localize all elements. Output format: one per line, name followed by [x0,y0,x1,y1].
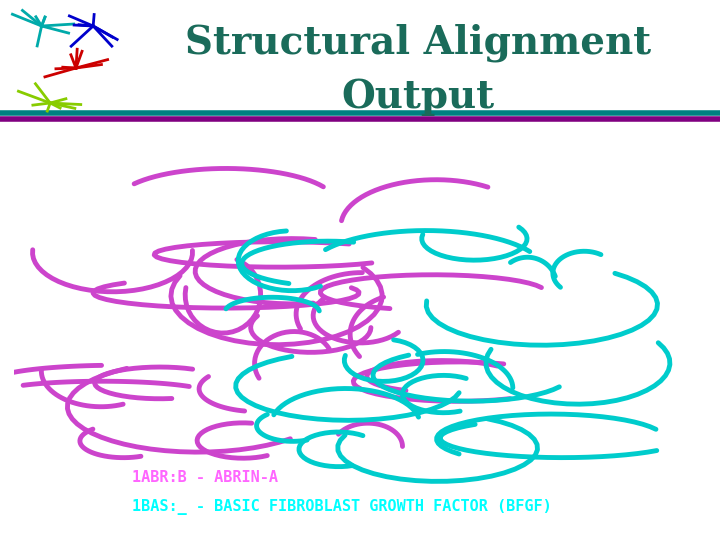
Text: 1BAS:_ - BASIC FIBROBLAST GROWTH FACTOR (BFGF): 1BAS:_ - BASIC FIBROBLAST GROWTH FACTOR … [132,499,552,515]
Text: Structural Alignment: Structural Alignment [184,23,651,62]
Text: Seq. identity = 10% RMSD = 1.9Å: Seq. identity = 10% RMSD = 1.9Å [222,521,505,539]
Text: 1ABR:B - ABRIN-A: 1ABR:B - ABRIN-A [132,470,278,485]
Text: Output: Output [341,78,494,116]
